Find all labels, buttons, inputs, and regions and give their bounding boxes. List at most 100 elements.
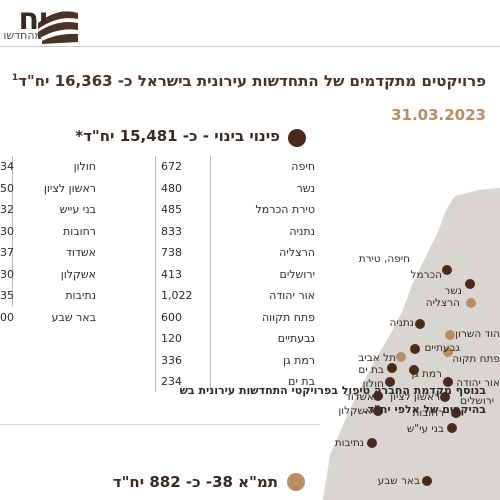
map-label-ashdod: אשדוד <box>345 391 374 403</box>
marker-petah-tikva <box>443 347 453 357</box>
city-name: גבעתיים <box>277 332 315 345</box>
map-label-nesher: נשר <box>444 285 462 297</box>
table-divider <box>12 156 13 306</box>
city-name: נשר <box>296 181 315 195</box>
marker-givatayim <box>410 344 420 354</box>
page-title: פרויקטים מתקדמים של התחדשות עירונית בישר… <box>12 72 486 90</box>
brand-name: יח <box>18 2 48 37</box>
section-title-pinui-binui: פינוי בינוי - כ- 15,481 יח"ד* <box>75 127 280 145</box>
map-city-markers <box>367 265 476 486</box>
city-name: ירושלים <box>279 267 315 281</box>
marker-tel-aviv <box>396 352 406 362</box>
map-label-holon: חולון <box>362 378 384 390</box>
city-name: נתיבות <box>65 289 96 302</box>
units-value: 35 <box>0 289 14 302</box>
footnote-text: בנוסף מקדמת החברה טיפול בפרויקטי התחדשות… <box>0 381 486 419</box>
company-logo-icon <box>38 11 78 44</box>
page-title-text: פרויקטים מתקדמים של התחדשות עירונית בישר… <box>18 72 486 90</box>
city-name: אשדוד <box>65 246 96 259</box>
marker-ashkelon <box>373 406 383 416</box>
map-label-tel-aviv: תל אביב <box>358 352 396 364</box>
city-name: בת ים <box>288 375 315 388</box>
units-value: 120 <box>161 332 182 345</box>
units-value: 336 <box>161 353 182 367</box>
map-label-herzliya: הרצליה <box>425 297 460 309</box>
table-divider <box>210 156 211 392</box>
marker-bat-yam <box>387 363 397 373</box>
marker-nesher <box>465 279 475 289</box>
units-value: 600 <box>161 310 182 324</box>
map-label-hod-hasharon: הוד השרון <box>455 328 500 340</box>
units-value: 833 <box>161 224 182 238</box>
section-divider <box>0 424 320 425</box>
table-divider <box>155 156 156 392</box>
section-title-tama38: תמ"א 38- כ- 882 יח"ד <box>112 473 278 491</box>
marker-netanya <box>415 319 425 329</box>
marker-herzliya <box>466 298 476 308</box>
map-label-rehovot: רחובות <box>412 407 444 419</box>
city-name: באר שבע <box>51 310 96 324</box>
marker-or-yehuda <box>443 377 453 387</box>
map-label-jerusalem: ירושלים <box>460 395 494 407</box>
map-label-haifa: חיפה, טירת <box>358 253 410 265</box>
units-value: 672 <box>161 160 182 173</box>
map-label-petah-tikva: פתח תקוה <box>452 353 500 365</box>
page-header: יח מהחדשו <box>0 0 500 48</box>
marker-jerusalem <box>451 408 461 418</box>
units-value: 37 <box>0 246 14 259</box>
city-name: אור יהודה <box>269 289 315 302</box>
report-date: 31.03.2023 <box>391 106 486 124</box>
city-name: חולון <box>73 160 96 173</box>
map-label-bat-yam: בת ים <box>358 364 384 376</box>
units-value: 738 <box>161 246 182 259</box>
units-value: 30 <box>0 224 14 238</box>
map-land-shape <box>323 188 500 500</box>
units-value: 34 <box>0 160 14 173</box>
city-name: נתניה <box>289 224 315 238</box>
units-value: 00 <box>0 310 14 324</box>
header-divider <box>0 46 500 47</box>
footnote-line-1: בנוסף מקדמת החברה טיפול בפרויקטי התחדשות… <box>179 384 486 397</box>
marker-haifa <box>442 265 452 275</box>
marker-rehovot <box>447 423 457 433</box>
map-label-carmel: הכרמל <box>410 269 442 281</box>
city-name: רמת גן <box>283 353 315 367</box>
map-label-ramat-gan: רמת גן <box>411 368 443 380</box>
marker-ashdod <box>373 391 383 401</box>
map-label-bnei-ayish: בני עי"ש <box>406 423 444 435</box>
map-label-rishon: ראשון לציון <box>390 391 440 403</box>
map-label-netanya: נתניה <box>389 317 414 329</box>
map-label-netivot: נתיבות <box>334 437 364 449</box>
section-bullet-dark <box>288 129 306 147</box>
units-value: 234 <box>161 375 182 388</box>
city-name: חיפה <box>291 160 315 173</box>
marker-netivot <box>367 438 377 448</box>
footnote-mark: 1 <box>11 73 19 83</box>
brand-tagline: מהחדשו <box>3 29 42 42</box>
map-label-givatayim: גבעתיים <box>424 342 460 354</box>
map-label-beer-sheva: באר שבע <box>377 475 420 487</box>
city-name: טירת הכרמל <box>255 203 315 216</box>
units-value: 480 <box>161 181 182 195</box>
city-name: פתח תקווה <box>262 310 315 324</box>
marker-rishon <box>440 392 450 402</box>
section-bullet-gold <box>287 473 305 491</box>
city-name: רחובות <box>63 224 96 238</box>
marker-holon <box>385 377 395 387</box>
footnote-line-2: בהיקפים של אלפי יח"ד. <box>363 403 486 416</box>
city-name: אשקלון <box>60 267 96 281</box>
units-value: 485 <box>161 203 182 216</box>
map-label-or-yehuda: אור יהודה <box>456 377 500 389</box>
map-label-ashkelon: אשקלון <box>338 405 372 417</box>
units-value: 30 <box>0 267 14 281</box>
units-value: 1,022 <box>161 289 193 302</box>
marker-hod-hasharon <box>445 330 455 340</box>
units-value: 413 <box>161 267 182 281</box>
city-name: בני עייש <box>59 203 96 216</box>
city-name: הרצליה <box>279 246 315 259</box>
marker-ramat-gan <box>409 365 419 375</box>
units-value: 50 <box>0 181 14 195</box>
units-value: 32 <box>0 203 14 216</box>
city-name: ראשון לציון <box>43 181 96 195</box>
